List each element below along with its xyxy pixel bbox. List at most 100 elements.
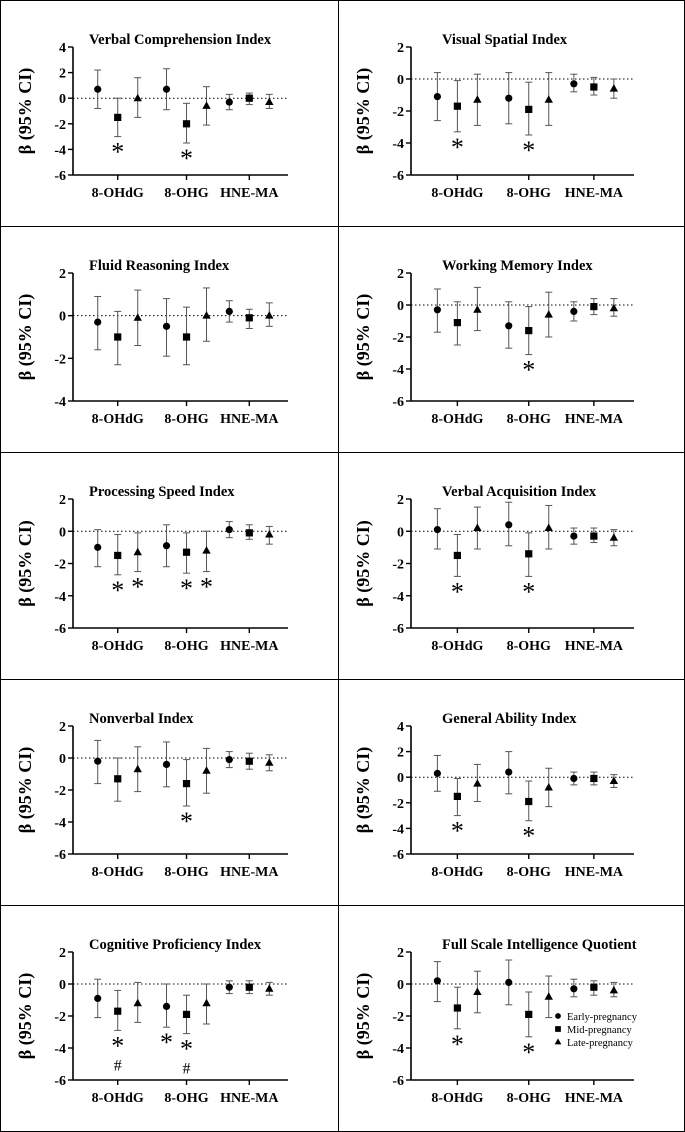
point-marker bbox=[433, 769, 441, 777]
point-marker bbox=[433, 306, 441, 314]
y-tick-label: -6 bbox=[392, 622, 404, 637]
point-marker bbox=[609, 776, 619, 785]
x-tick-label-8-ohdg: 8-OHdG bbox=[92, 412, 144, 427]
point-early-pregnancy-hne-ma bbox=[225, 751, 233, 769]
point-mid-pregnancy-8-ohg bbox=[525, 780, 533, 822]
point-marker bbox=[473, 523, 482, 532]
significance-star: * bbox=[522, 1038, 535, 1067]
y-tick-label: -4 bbox=[392, 590, 404, 605]
point-marker bbox=[202, 766, 211, 774]
x-tick-label-8-ohdg: 8-OHdG bbox=[92, 1091, 144, 1106]
point-early-pregnancy-hne-ma bbox=[225, 980, 233, 995]
point-mid-pregnancy-8-ohg bbox=[525, 81, 533, 136]
point-mid-pregnancy-hne-ma bbox=[245, 524, 253, 540]
point-marker bbox=[162, 322, 171, 330]
point-mid-pregnancy-8-ohg bbox=[525, 991, 533, 1038]
point-early-pregnancy-8-ohdg bbox=[433, 961, 441, 1003]
point-late-pregnancy-8-ohg bbox=[544, 504, 553, 550]
point-late-pregnancy-hne-ma bbox=[265, 525, 274, 545]
y-axis-label: β (95% CI) bbox=[353, 747, 374, 833]
point-marker bbox=[544, 782, 553, 791]
significance-star: * bbox=[451, 817, 464, 846]
y-tick-label: -4 bbox=[54, 395, 66, 410]
x-tick-label-8-ohdg: 8-OHdG bbox=[92, 865, 144, 880]
significance-star: * bbox=[180, 807, 193, 836]
point-marker bbox=[94, 85, 102, 93]
point-late-pregnancy-8-ohdg bbox=[133, 532, 142, 573]
point-marker bbox=[182, 1010, 191, 1018]
x-tick-label-hne-ma: HNE-MA bbox=[220, 865, 279, 880]
point-marker bbox=[473, 95, 482, 103]
point-marker bbox=[133, 547, 142, 556]
y-tick-label: 2 bbox=[59, 493, 66, 508]
point-early-pregnancy-8-ohdg bbox=[433, 508, 441, 550]
y-tick-label: -2 bbox=[392, 331, 404, 346]
y-tick-label: 2 bbox=[59, 67, 66, 82]
y-tick-label: -4 bbox=[54, 143, 66, 158]
point-marker bbox=[453, 1004, 461, 1012]
legend: Early-pregnancy Mid-pregnancy Late-pregnan… bbox=[554, 1012, 638, 1049]
point-marker bbox=[202, 546, 211, 554]
point-early-pregnancy-8-ohg bbox=[505, 959, 513, 1006]
point-marker bbox=[114, 775, 122, 783]
point-early-pregnancy-hne-ma bbox=[225, 521, 233, 539]
point-marker bbox=[609, 84, 619, 92]
y-tick-label: -2 bbox=[54, 118, 66, 133]
point-late-pregnancy-8-ohdg bbox=[473, 73, 482, 126]
point-marker bbox=[225, 307, 233, 315]
point-late-pregnancy-hne-ma bbox=[265, 981, 274, 996]
point-mid-pregnancy-8-ohg bbox=[525, 306, 533, 356]
point-marker bbox=[525, 550, 533, 558]
y-tick-label: 0 bbox=[59, 92, 66, 107]
chart-panel-nonverbal-index: Nonverbal Index β (95% CI) 2 0 -2 -4 -6 8-OHdG 8… bbox=[0, 679, 339, 906]
point-marker bbox=[133, 998, 142, 1007]
point-late-pregnancy-8-ohdg bbox=[133, 746, 142, 793]
point-marker bbox=[590, 303, 598, 311]
y-tick-label: 0 bbox=[59, 752, 66, 767]
point-marker bbox=[245, 757, 253, 765]
point-late-pregnancy-8-ohg bbox=[544, 291, 553, 338]
y-tick-label: -4 bbox=[54, 816, 66, 831]
point-mid-pregnancy-8-ohdg bbox=[114, 989, 122, 1031]
point-mid-pregnancy-8-ohdg bbox=[453, 80, 461, 133]
point-late-pregnancy-8-ohg bbox=[202, 983, 211, 1025]
point-late-pregnancy-8-ohg bbox=[544, 975, 553, 1019]
x-tick-label-8-ohg: 8-OHG bbox=[164, 186, 208, 201]
point-marker bbox=[453, 792, 461, 800]
y-tick-label: 4 bbox=[397, 720, 404, 735]
x-tick-label-hne-ma: HNE-MA bbox=[565, 865, 624, 880]
significance-star: * bbox=[451, 577, 464, 606]
x-tick-label-8-ohdg: 8-OHdG bbox=[92, 639, 144, 654]
point-marker bbox=[505, 768, 513, 776]
y-axis-label: β (95% CI) bbox=[353, 68, 374, 154]
y-axis-label: β (95% CI) bbox=[353, 294, 374, 380]
legend-marker-late-pregnancy bbox=[554, 1038, 562, 1045]
point-early-pregnancy-8-ohg bbox=[505, 72, 513, 125]
point-late-pregnancy-hne-ma bbox=[609, 774, 619, 788]
x-tick-label-8-ohg: 8-OHG bbox=[507, 186, 551, 201]
x-tick-label-8-ohdg: 8-OHdG bbox=[431, 639, 483, 654]
point-mid-pregnancy-8-ohg bbox=[182, 532, 191, 574]
point-marker bbox=[133, 764, 142, 773]
point-early-pregnancy-hne-ma bbox=[570, 771, 578, 786]
point-mid-pregnancy-hne-ma bbox=[245, 92, 253, 106]
point-late-pregnancy-hne-ma bbox=[609, 529, 619, 547]
point-mid-pregnancy-8-ohdg bbox=[453, 533, 461, 577]
y-tick-label: 2 bbox=[59, 720, 66, 735]
significance-hash: # bbox=[114, 1057, 122, 1074]
x-tick-label-8-ohg: 8-OHG bbox=[507, 412, 551, 427]
significance-hash: # bbox=[183, 1061, 191, 1078]
point-early-pregnancy-8-ohg bbox=[162, 298, 171, 357]
x-tick-label-hne-ma: HNE-MA bbox=[220, 1091, 279, 1106]
x-tick-label-8-ohdg: 8-OHdG bbox=[431, 412, 483, 427]
y-axis-label: β (95% CI) bbox=[15, 520, 36, 606]
y-tick-label: -4 bbox=[392, 363, 404, 378]
point-late-pregnancy-8-ohdg bbox=[473, 970, 482, 1014]
point-marker bbox=[182, 120, 191, 128]
point-marker bbox=[433, 93, 441, 101]
point-early-pregnancy-hne-ma bbox=[225, 93, 233, 111]
point-marker bbox=[453, 551, 461, 560]
point-marker bbox=[202, 101, 211, 109]
y-tick-label: 2 bbox=[397, 493, 404, 508]
